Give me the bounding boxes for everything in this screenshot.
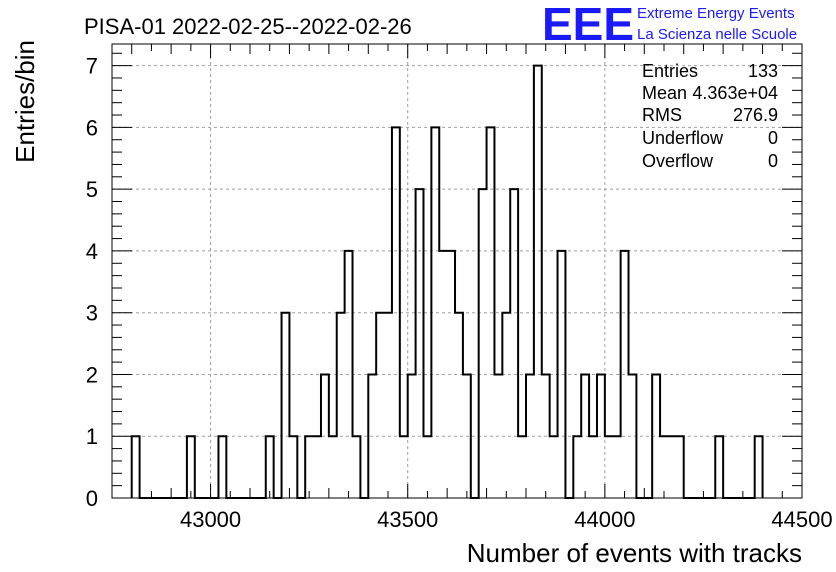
x-axis-title: Number of events with tracks <box>467 538 802 568</box>
y-tick-label: 0 <box>86 486 98 511</box>
stats-entries-value: 133 <box>748 61 778 81</box>
x-axis-ticks: 43000 43500 44000 44500 <box>111 44 833 532</box>
stats-overflow-value: 0 <box>768 151 778 171</box>
logo-line-1: Extreme Energy Events <box>637 5 795 22</box>
stats-mean-value: 4.363e+04 <box>692 83 778 103</box>
eee-logo: EEE Extreme Energy Events La Scienza nel… <box>542 0 797 50</box>
y-tick-label: 7 <box>86 54 98 79</box>
stats-rms-value: 276.9 <box>733 105 778 125</box>
x-tick-label: 44500 <box>771 507 832 532</box>
y-tick-label: 1 <box>86 424 98 449</box>
stats-entries-label: Entries <box>642 61 698 81</box>
x-tick-label: 44000 <box>574 507 635 532</box>
stats-underflow-value: 0 <box>768 128 778 148</box>
stats-overflow-label: Overflow <box>642 151 714 171</box>
y-tick-label: 4 <box>86 239 98 264</box>
stats-box: Entries 133 Mean 4.363e+04 RMS 276.9 Und… <box>642 61 778 171</box>
logo-line-2: La Scienza nelle Scuole <box>637 26 797 43</box>
logo-acronym: EEE <box>542 0 634 50</box>
y-tick-label: 3 <box>86 301 98 326</box>
x-tick-label: 43000 <box>180 507 241 532</box>
stats-rms-label: RMS <box>642 105 682 125</box>
y-tick-label: 6 <box>86 115 98 140</box>
chart-title: PISA-01 2022-02-25--2022-02-26 <box>84 14 412 39</box>
y-tick-label: 5 <box>86 177 98 202</box>
stats-mean-label: Mean <box>642 83 687 103</box>
y-tick-label: 2 <box>86 362 98 387</box>
y-axis-ticks: 0 1 2 3 4 5 6 7 <box>86 52 802 511</box>
y-axis-title: Entries/bin <box>10 40 40 163</box>
x-tick-label: 43500 <box>377 507 438 532</box>
stats-underflow-label: Underflow <box>642 128 724 148</box>
plot-frame <box>111 43 803 499</box>
